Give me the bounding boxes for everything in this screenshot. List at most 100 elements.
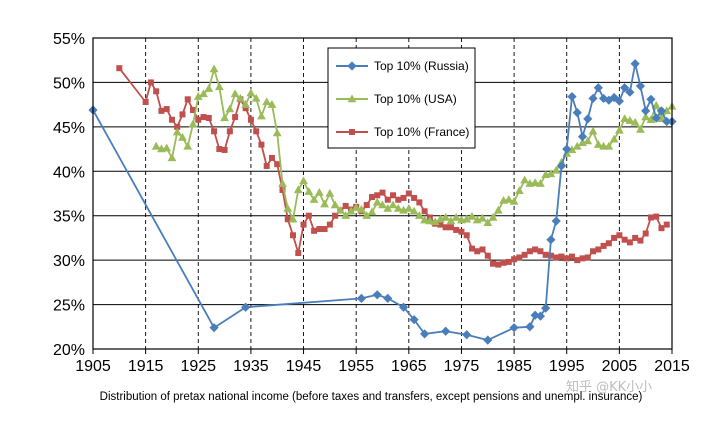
- data-point: [625, 87, 635, 97]
- data-point: [646, 115, 656, 123]
- data-point: [220, 113, 229, 122]
- data-point: [221, 146, 228, 153]
- data-point: [490, 260, 497, 267]
- data-point: [441, 212, 451, 221]
- x-tick-label: 1955: [338, 358, 374, 375]
- data-point: [332, 212, 339, 219]
- data-point: [514, 186, 524, 195]
- data-point: [483, 335, 493, 345]
- data-point: [274, 161, 281, 168]
- data-point: [299, 176, 308, 185]
- data-point: [495, 261, 502, 268]
- data-point: [168, 116, 175, 123]
- data-point: [268, 154, 275, 161]
- data-point: [272, 128, 282, 137]
- data-point: [509, 323, 519, 333]
- data-point: [614, 96, 624, 106]
- data-point: [409, 315, 419, 325]
- data-point: [600, 242, 607, 249]
- y-tick-label: 55%: [53, 31, 85, 48]
- data-point: [195, 116, 202, 123]
- data-point: [167, 153, 177, 162]
- data-point: [283, 204, 293, 212]
- data-point: [384, 196, 391, 203]
- data-point: [583, 114, 593, 124]
- y-tick-label: 30%: [53, 253, 85, 270]
- data-point: [430, 217, 440, 226]
- data-point: [442, 224, 449, 231]
- legend-item: Top 10% (France): [336, 125, 469, 139]
- data-point: [551, 216, 561, 226]
- data-point: [393, 204, 403, 212]
- data-point: [398, 302, 409, 312]
- data-point: [616, 232, 623, 239]
- data-point: [205, 114, 212, 121]
- data-point: [199, 89, 208, 98]
- data-point: [335, 205, 345, 214]
- data-point: [605, 240, 612, 247]
- data-point: [620, 114, 630, 123]
- data-point: [535, 311, 546, 321]
- data-point: [200, 114, 207, 121]
- data-point: [567, 145, 577, 154]
- data-point: [425, 216, 435, 225]
- data-point: [153, 88, 160, 95]
- data-point: [604, 141, 614, 150]
- x-tick-label: 1995: [549, 358, 585, 375]
- data-point: [525, 322, 535, 332]
- data-point: [521, 251, 528, 258]
- data-point: [563, 255, 570, 262]
- data-point: [214, 82, 224, 91]
- data-point: [290, 232, 297, 239]
- data-point: [293, 185, 303, 194]
- legend-swatch-marker: [347, 61, 357, 71]
- data-point: [478, 213, 487, 222]
- data-point: [630, 117, 640, 126]
- x-tick-label: 1945: [286, 358, 322, 375]
- data-point: [609, 92, 619, 103]
- series-top-10-france: [116, 65, 670, 268]
- data-point: [541, 303, 551, 313]
- data-point: [488, 212, 498, 221]
- data-point: [241, 302, 251, 312]
- y-tick-label: 45%: [53, 120, 85, 137]
- data-point: [209, 323, 219, 333]
- data-point: [437, 221, 444, 228]
- data-point: [635, 81, 646, 91]
- x-tick-label: 1985: [496, 358, 532, 375]
- data-point: [593, 140, 603, 148]
- data-point: [258, 141, 265, 148]
- data-point: [151, 141, 161, 150]
- data-point: [378, 200, 387, 209]
- data-point: [305, 212, 312, 219]
- data-point: [278, 179, 287, 187]
- y-tick-label: 25%: [53, 298, 85, 315]
- data-point: [147, 79, 154, 86]
- data-point: [574, 257, 581, 264]
- data-point: [567, 92, 577, 102]
- data-point: [637, 237, 644, 244]
- data-point: [246, 88, 256, 97]
- data-point: [441, 326, 451, 336]
- data-point: [267, 100, 277, 108]
- legend-label: Top 10% (USA): [374, 92, 457, 106]
- data-point: [379, 189, 386, 196]
- data-point: [511, 256, 518, 263]
- data-point: [656, 106, 667, 116]
- data-point: [172, 127, 182, 136]
- data-point: [416, 199, 423, 206]
- legend-label: Top 10% (France): [374, 125, 469, 139]
- data-point: [383, 293, 393, 303]
- series-top-10-usa: [151, 64, 677, 227]
- data-point: [509, 196, 519, 205]
- data-point: [357, 204, 366, 213]
- data-point: [420, 215, 430, 224]
- data-point: [562, 144, 572, 154]
- x-tick-label: 1975: [444, 358, 480, 375]
- data-point: [341, 211, 351, 219]
- data-point: [532, 246, 539, 253]
- data-point: [641, 106, 651, 116]
- data-point: [588, 93, 598, 104]
- data-point: [572, 108, 582, 118]
